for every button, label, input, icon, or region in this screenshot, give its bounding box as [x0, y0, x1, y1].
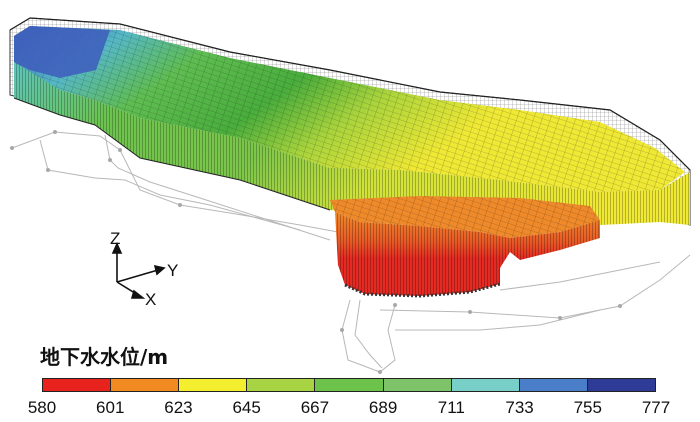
colorbar-segment: [383, 379, 452, 391]
colorbar-segment: [111, 379, 180, 391]
colorbar-segment: [451, 379, 520, 391]
y-axis-label: Y: [167, 261, 178, 280]
colorbar-tick: 733: [505, 398, 534, 417]
colorbar-tick: 667: [300, 398, 330, 417]
colorbar-segment: [247, 379, 316, 391]
axis-triad: [111, 242, 166, 299]
colorbar-tick: 580: [27, 398, 57, 417]
colorbar-tick: 777: [641, 398, 671, 417]
upper-surface-mesh: [14, 26, 685, 192]
boundary-nodes: [10, 130, 622, 374]
colorbar-segment: [587, 379, 655, 391]
colorbar: [42, 378, 656, 392]
z-axis-label: Z: [110, 229, 120, 248]
colorbar-tick: 623: [164, 398, 193, 417]
blue-region: [14, 26, 110, 78]
colorbar-tick: 601: [96, 398, 125, 417]
colorbar-segment: [179, 379, 248, 391]
colorbar-tick: 711: [437, 398, 465, 417]
colorbar-ticks: 580 601 623 645 667 689 711 733 755 777: [0, 398, 700, 418]
colorbar-segment: [315, 379, 384, 391]
colorbar-segment: [43, 379, 112, 391]
colorbar-tick: 645: [232, 398, 261, 417]
x-axis-label: X: [145, 290, 156, 309]
legend-title: 地下水水位/m: [40, 345, 169, 369]
colorbar-segment: [519, 379, 588, 391]
colorbar-tick: 689: [368, 398, 398, 417]
colorbar-tick: 755: [573, 398, 602, 417]
